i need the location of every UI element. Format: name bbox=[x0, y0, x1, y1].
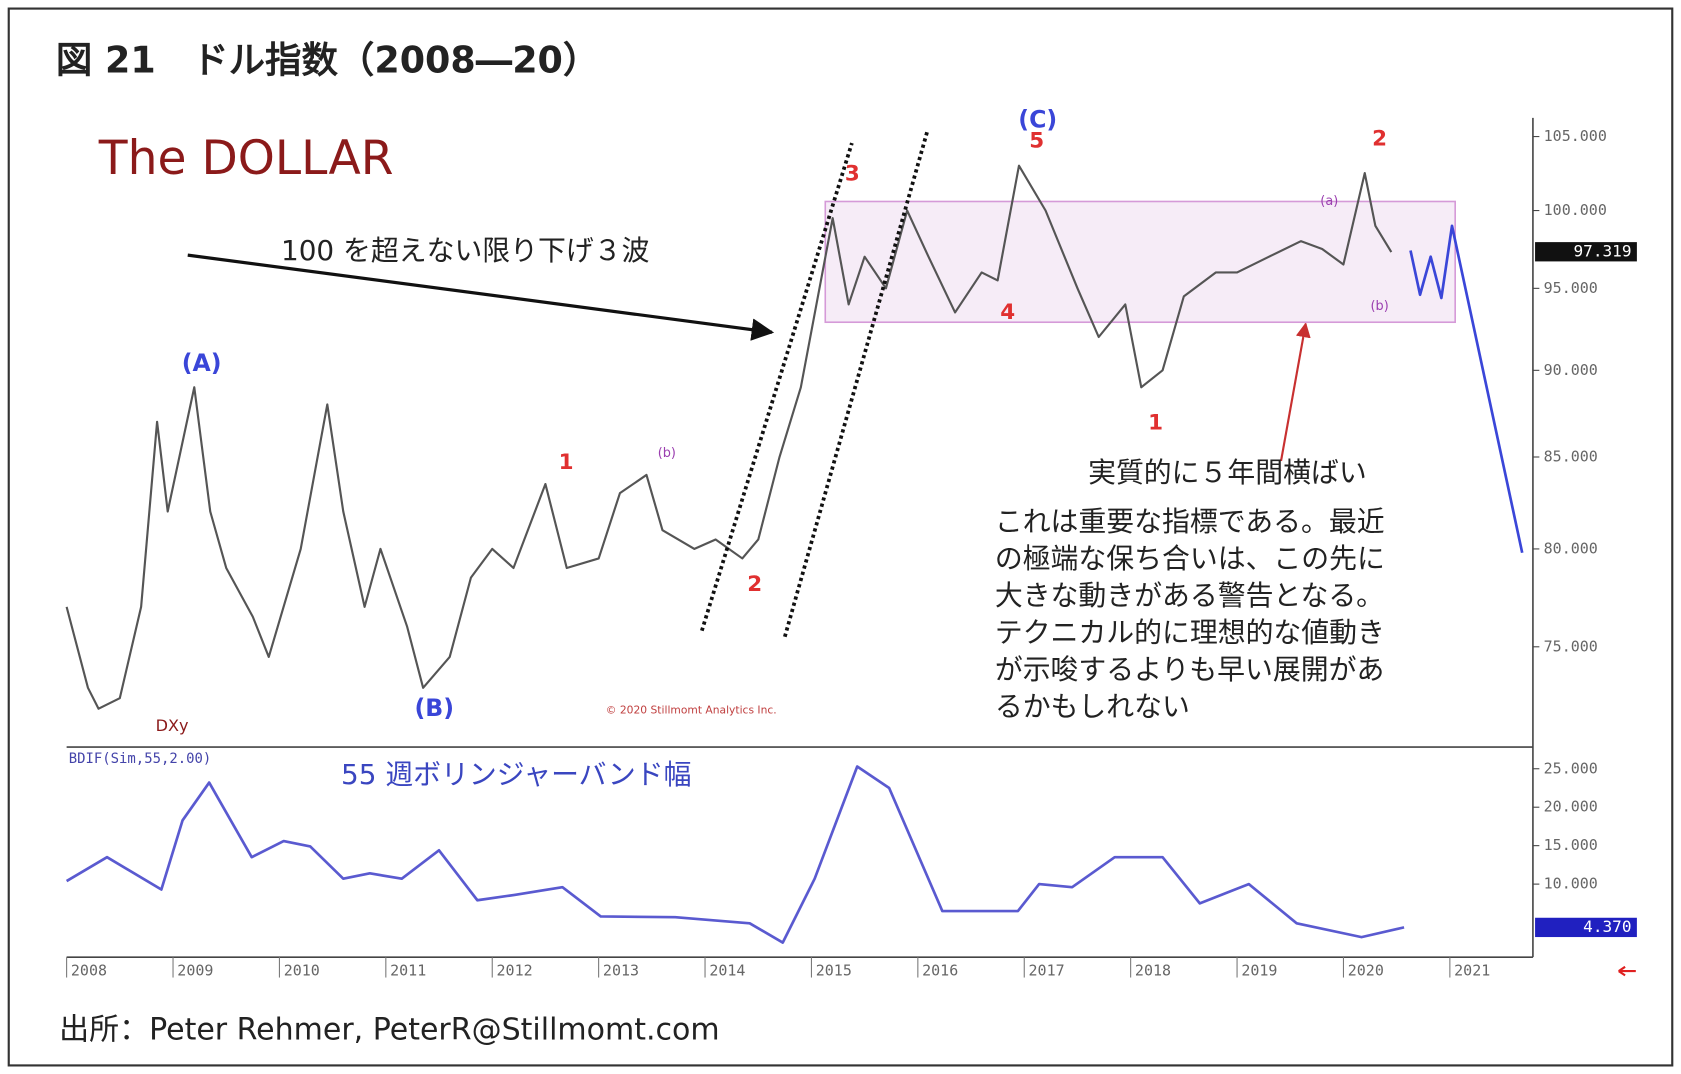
range-box bbox=[824, 200, 1456, 324]
x-tick-label: 2014 bbox=[709, 962, 745, 980]
frame bbox=[7, 7, 1674, 1067]
x-tick-label: 2008 bbox=[71, 962, 107, 980]
value-tag bbox=[1535, 242, 1637, 262]
note-line: 大きな動きがある警告となる。 bbox=[995, 579, 1384, 612]
series-line bbox=[65, 164, 1393, 710]
annotation: 1 bbox=[559, 450, 574, 475]
y-tick-label: 100.000 bbox=[1544, 201, 1607, 219]
channel-line bbox=[700, 142, 854, 632]
y-tick-label: 75.000 bbox=[1544, 637, 1598, 655]
x-tick-label: 2010 bbox=[284, 962, 320, 980]
annotation: 3 bbox=[845, 162, 860, 187]
annotation: (C) bbox=[1018, 106, 1057, 134]
indicator-label: BDIF(Sim,55,2.00) bbox=[69, 751, 212, 767]
x-tick-label: 2009 bbox=[177, 962, 213, 980]
chart-title: The DOLLAR bbox=[98, 131, 394, 186]
annotation: 100 を超えない限り下げ３波 bbox=[281, 234, 650, 267]
x-tick-label: 2019 bbox=[1241, 962, 1277, 980]
x-tick-label: 2017 bbox=[1029, 962, 1065, 980]
y-tick-label: 80.000 bbox=[1544, 539, 1598, 557]
x-tick-label: 2018 bbox=[1135, 962, 1171, 980]
value-tag bbox=[1535, 917, 1637, 938]
x-tick-label: 2016 bbox=[922, 962, 958, 980]
y-tick-label: 85.000 bbox=[1544, 448, 1598, 466]
pointer-arrow bbox=[1279, 322, 1311, 462]
annotation: 2 bbox=[1372, 126, 1387, 151]
note-line: テクニカル的に理想的な値動き bbox=[995, 616, 1385, 649]
y-tick-label: 15.000 bbox=[1544, 836, 1598, 854]
y-tick-label: 95.000 bbox=[1544, 279, 1598, 297]
scroll-arrow bbox=[1618, 965, 1636, 977]
channel-line bbox=[783, 130, 930, 638]
series-line bbox=[1409, 224, 1524, 554]
annotation: 4 bbox=[1000, 300, 1015, 325]
y-tick-label: 10.000 bbox=[1544, 875, 1598, 893]
copyright: © 2020 Stillmomt Analytics Inc. bbox=[606, 704, 777, 717]
annotation: 2 bbox=[747, 572, 762, 597]
x-tick-label: 2012 bbox=[497, 962, 533, 980]
x-tick-label: 2020 bbox=[1348, 962, 1384, 980]
annotation: (B) bbox=[415, 694, 455, 722]
source: 出所：Peter Rehmer, PeterR@Stillmomt.com bbox=[59, 1013, 719, 1048]
annotation: (b) bbox=[1371, 299, 1389, 314]
x-tick-label: 2011 bbox=[390, 962, 426, 980]
figure-title: 図 21 ドル指数（2008―20） bbox=[56, 39, 599, 82]
note-line: の極端な保ち合いは、この先に bbox=[995, 542, 1385, 575]
y-tick-label: 20.000 bbox=[1544, 798, 1598, 816]
note-line: るかもしれない bbox=[995, 690, 1190, 723]
y-tick-label: 105.000 bbox=[1544, 127, 1607, 145]
x-tick-label: 2015 bbox=[816, 962, 852, 980]
annotation: (b) bbox=[658, 446, 676, 461]
annotation: 1 bbox=[1148, 410, 1163, 435]
y-tick-label: 25.000 bbox=[1544, 759, 1598, 777]
annotation: (A) bbox=[182, 349, 222, 377]
annotation: (a) bbox=[1320, 194, 1338, 209]
annotation: 5 bbox=[1029, 128, 1044, 153]
note-line: これは重要な指標である。最近 bbox=[995, 505, 1385, 538]
note-line: が示唆するよりも早い展開があ bbox=[995, 653, 1384, 686]
chart-title: 55 週ボリンジャーバンド幅 bbox=[341, 758, 691, 791]
plot bbox=[66, 117, 1534, 958]
value-tag-label: 4.370 bbox=[1583, 917, 1631, 936]
x-tick-label: 2021 bbox=[1454, 962, 1490, 980]
annotation: 実質的に５年間横ばい bbox=[1088, 456, 1367, 489]
value-tag-label: 97.319 bbox=[1573, 241, 1631, 260]
y-tick-label: 90.000 bbox=[1544, 361, 1598, 379]
series-line bbox=[65, 765, 1405, 944]
series-label: DXy bbox=[156, 716, 189, 735]
pointer-arrow bbox=[187, 253, 775, 341]
x-tick-label: 2013 bbox=[603, 962, 639, 980]
